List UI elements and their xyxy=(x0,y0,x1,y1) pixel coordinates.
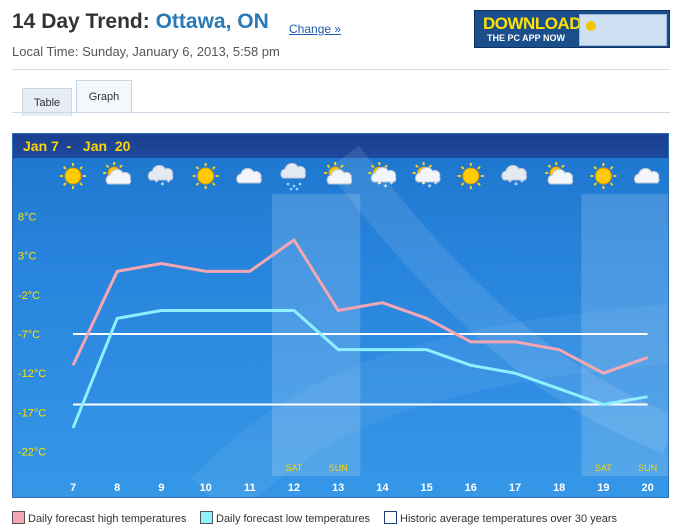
snowflake-icon: * xyxy=(422,180,426,189)
legend-historic-label: Historic average temperatures over 30 ye… xyxy=(400,513,618,525)
change-location-link[interactable]: Change » xyxy=(289,22,342,36)
title-prefix: 14 Day Trend: xyxy=(12,10,150,33)
x-tick-label: 10 xyxy=(199,482,211,494)
x-tick-label: 16 xyxy=(465,482,477,494)
legend-high: Daily forecast high temperatures xyxy=(12,511,186,525)
city-name: Ottawa, ON xyxy=(155,10,269,33)
y-tick-label: -2°C xyxy=(18,290,40,302)
x-tick-label: 14 xyxy=(376,482,389,494)
chart-header: Jan 7 - Jan 20 xyxy=(13,134,668,158)
download-app-banner[interactable]: DOWNLOAD THE PC APP NOW xyxy=(474,10,670,48)
sun-icon xyxy=(60,163,86,189)
x-tick-label: 12 xyxy=(288,482,300,494)
snowflake-icon: * xyxy=(428,183,432,192)
snowflake-icon: * xyxy=(377,180,381,189)
x-tick-label: 7 xyxy=(70,482,76,494)
cloud-icon xyxy=(147,164,174,181)
legend-low-label: Daily forecast low temperatures xyxy=(216,513,371,525)
x-tick-label: 11 xyxy=(244,482,256,494)
cloud-icon xyxy=(105,168,132,185)
x-tick-label: 15 xyxy=(420,482,432,494)
divider xyxy=(12,69,670,70)
snowflake-icon: * xyxy=(166,178,170,187)
low-temp-line xyxy=(71,309,648,429)
background-swoosh xyxy=(191,304,668,497)
app-screenshot-icon xyxy=(579,14,667,46)
y-tick-label: -12°C xyxy=(18,368,46,380)
cloud-icon xyxy=(415,166,441,183)
tab-graph[interactable]: Graph xyxy=(76,80,132,113)
raindrop-icon xyxy=(298,182,302,186)
cloud-icon xyxy=(236,167,262,184)
snowflake-icon: * xyxy=(383,183,387,192)
raindrop-icon xyxy=(286,182,290,186)
x-tick-label: 9 xyxy=(158,482,164,494)
cloud-icon xyxy=(547,168,574,185)
weekend-label: SUN xyxy=(638,463,657,473)
sun-icon xyxy=(590,163,617,189)
legend-high-label: Daily forecast high temperatures xyxy=(28,513,187,525)
page-title: 14 Day Trend: Ottawa, ON xyxy=(12,10,269,34)
snowflake-icon: * xyxy=(514,181,518,190)
background-swoosh xyxy=(327,145,668,453)
legend-high-swatch xyxy=(12,511,25,524)
snowflake-icon: * xyxy=(508,178,512,187)
legend-historic-swatch xyxy=(384,511,397,524)
y-tick-label: -17°C xyxy=(18,407,46,419)
snowflake-icon: * xyxy=(520,178,524,187)
weekend-label: SAT xyxy=(286,463,303,473)
cloud-icon xyxy=(326,168,353,185)
snowflake-icon: * xyxy=(154,178,158,187)
snowflake-icon: * xyxy=(389,180,393,189)
cloud-icon xyxy=(370,166,397,183)
tabs-underline xyxy=(12,112,670,113)
weekend-label: SAT xyxy=(595,463,612,473)
y-tick-label: -22°C xyxy=(18,447,46,459)
x-tick-label: 17 xyxy=(509,482,521,494)
legend-historic: Historic average temperatures over 30 ye… xyxy=(384,511,617,525)
trend-chart: Jan 7 - Jan 20 7 8 9 10 11 12 SAT 13 SUN 14 15 16 17… xyxy=(12,133,669,498)
cloud-icon xyxy=(280,162,306,179)
x-tick-label: 8 xyxy=(114,482,120,494)
date-range: Jan 7 - Jan 20 xyxy=(23,138,131,154)
x-tick-label: 18 xyxy=(553,482,565,494)
sun-icon xyxy=(192,163,219,189)
y-tick-label: 3°C xyxy=(18,251,37,263)
x-tick-label: 13 xyxy=(332,482,344,494)
cloud-icon xyxy=(501,164,527,181)
snowflake-icon: * xyxy=(434,180,438,189)
x-tick-label: 20 xyxy=(641,482,653,494)
ad-subline: THE PC APP NOW xyxy=(487,33,566,43)
snowflake-icon: * xyxy=(160,181,164,190)
cloud-icon xyxy=(634,167,660,184)
local-time: Local Time: Sunday, January 6, 2013, 5:5… xyxy=(12,44,280,59)
tab-table[interactable]: Table xyxy=(22,88,72,116)
sun-icon xyxy=(457,163,484,189)
legend-low-swatch xyxy=(200,511,213,524)
legend-low: Daily forecast low temperatures xyxy=(200,511,370,525)
x-tick-label: 19 xyxy=(597,482,609,494)
raindrop-icon xyxy=(292,184,296,188)
raindrop-icon xyxy=(289,187,293,191)
raindrop-icon xyxy=(295,187,299,191)
weekend-label: SUN xyxy=(329,463,348,473)
y-tick-label: 8°C xyxy=(18,212,37,224)
ad-headline: DOWNLOAD xyxy=(483,14,581,33)
y-tick-label: -7°C xyxy=(18,329,40,341)
high-temp-line xyxy=(71,238,649,375)
chart-plot: 7 8 9 10 11 12 SAT 13 SUN 14 15 16 17 18 19 SAT 20 SUN 8°C… xyxy=(18,145,668,497)
